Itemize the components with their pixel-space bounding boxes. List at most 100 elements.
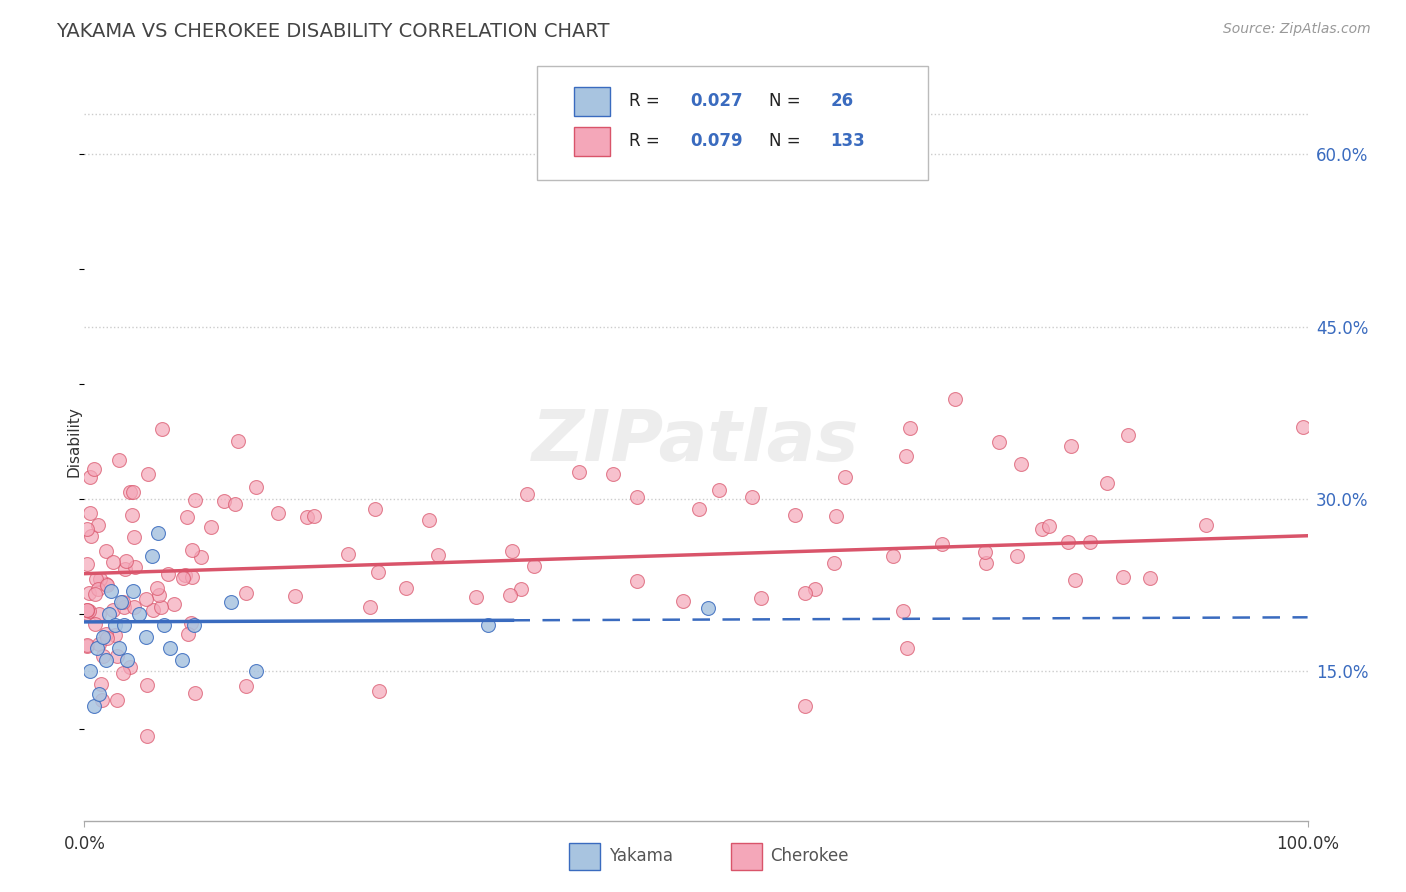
Point: [76, 602, 98, 616]
Point: [174, 567, 197, 582]
Point: [973, 545, 995, 559]
Point: [135, 729, 157, 743]
Point: [1064, 573, 1087, 587]
Point: [180, 542, 202, 557]
Point: [626, 490, 648, 504]
Point: [1116, 428, 1139, 442]
Point: [90, 677, 112, 691]
Point: [568, 465, 591, 479]
Point: [83, 462, 105, 476]
Point: [118, 484, 141, 499]
Point: [104, 628, 127, 642]
Point: [1038, 519, 1060, 533]
Point: [235, 585, 257, 599]
Point: [128, 607, 150, 621]
Text: 26: 26: [831, 92, 853, 110]
Point: [697, 601, 720, 615]
Point: [76, 638, 98, 652]
Point: [87, 637, 110, 651]
Point: [793, 586, 815, 600]
Point: [148, 589, 170, 603]
Point: [111, 665, 134, 680]
Point: [87, 607, 110, 621]
Point: [135, 630, 157, 644]
Point: [163, 597, 186, 611]
Point: [83, 698, 105, 713]
Point: [302, 509, 325, 524]
Point: [104, 618, 127, 632]
Point: [931, 536, 953, 550]
Point: [672, 594, 695, 608]
Point: [159, 641, 181, 656]
FancyBboxPatch shape: [574, 87, 610, 116]
Point: [79, 529, 101, 543]
Point: [988, 435, 1011, 450]
Point: [741, 491, 763, 505]
Point: [183, 618, 205, 632]
Point: [1095, 475, 1118, 490]
Point: [115, 554, 138, 568]
Point: [121, 508, 143, 522]
Point: [284, 589, 307, 603]
Point: [108, 452, 131, 467]
Point: [516, 487, 538, 501]
Point: [141, 549, 163, 564]
Point: [122, 530, 145, 544]
Point: [136, 677, 159, 691]
Point: [76, 557, 98, 571]
Point: [91, 693, 114, 707]
Point: [118, 659, 141, 673]
Text: Cherokee: Cherokee: [770, 847, 849, 865]
Point: [465, 590, 488, 604]
Point: [751, 591, 773, 606]
Point: [176, 510, 198, 524]
FancyBboxPatch shape: [574, 127, 610, 156]
Point: [200, 519, 222, 533]
Point: [122, 599, 145, 614]
Point: [87, 518, 110, 533]
Point: [172, 653, 194, 667]
Point: [96, 577, 118, 591]
Point: [79, 470, 101, 484]
Point: [602, 467, 624, 481]
Point: [1112, 570, 1135, 584]
Point: [153, 618, 176, 632]
Point: [896, 641, 918, 656]
Point: [94, 577, 117, 591]
Point: [898, 421, 921, 435]
Point: [124, 560, 146, 574]
Point: [86, 641, 108, 656]
Point: [112, 595, 135, 609]
Point: [76, 640, 98, 654]
Point: [84, 587, 107, 601]
Text: 0.079: 0.079: [690, 132, 742, 150]
Text: YAKAMA VS CHEROKEE DISABILITY CORRELATION CHART: YAKAMA VS CHEROKEE DISABILITY CORRELATIO…: [56, 22, 610, 41]
Point: [79, 604, 101, 618]
Point: [510, 582, 533, 597]
Point: [501, 544, 523, 558]
Point: [235, 679, 257, 693]
Point: [1057, 535, 1080, 549]
Point: [100, 583, 122, 598]
Point: [87, 687, 110, 701]
Point: [1292, 420, 1315, 434]
Point: [709, 483, 731, 497]
Text: N =: N =: [769, 132, 806, 150]
Point: [1078, 535, 1101, 549]
Point: [96, 653, 118, 667]
Point: [103, 555, 125, 569]
Text: R =: R =: [628, 92, 665, 110]
Point: [76, 522, 98, 536]
Point: [1195, 518, 1218, 533]
Point: [91, 648, 114, 663]
Text: Source: ZipAtlas.com: Source: ZipAtlas.com: [1223, 22, 1371, 37]
Point: [891, 604, 914, 618]
Point: [783, 508, 806, 522]
Point: [76, 606, 98, 620]
Point: [1031, 523, 1053, 537]
Point: [112, 599, 135, 614]
Point: [499, 588, 522, 602]
Point: [136, 467, 159, 482]
Point: [426, 548, 449, 562]
Point: [418, 513, 440, 527]
